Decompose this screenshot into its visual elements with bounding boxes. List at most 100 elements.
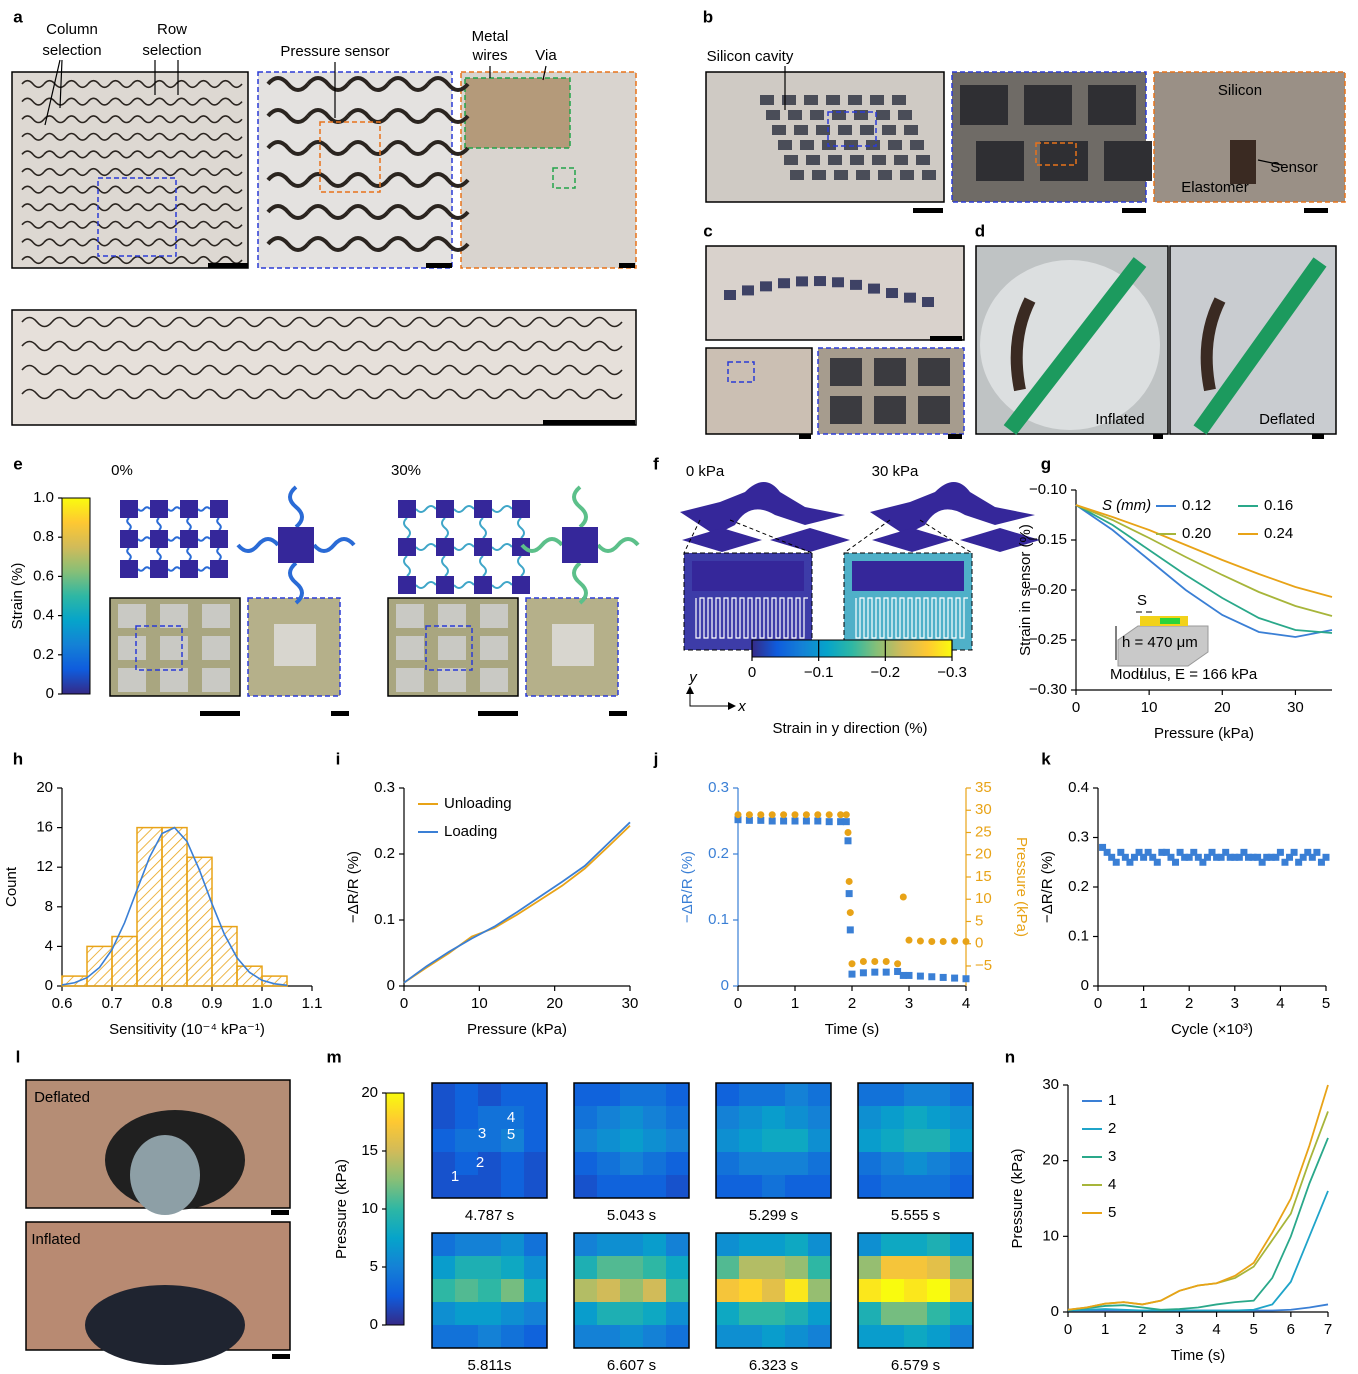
simulation [436,576,454,594]
heatmap-cell [597,1325,620,1348]
heatmap-cell [666,1233,689,1256]
y-tick-label: 8 [45,898,53,915]
x-tick-label: 1 [1139,995,1147,1012]
histogram-bar [112,937,137,987]
simulation [168,567,180,571]
marker [1277,849,1284,856]
marker [746,811,753,818]
heatmap-cell [927,1175,950,1198]
marker [814,818,821,825]
heatmap-cell [762,1129,785,1152]
heatmap-cell [716,1152,739,1175]
annotation: 0 kPa [686,463,725,480]
heatmap-cell [478,1233,501,1256]
x-tick-label: 10 [471,995,488,1012]
simulation [278,527,314,563]
photo-texture [794,125,808,135]
y-tick-label: 0.3 [708,779,729,796]
heatmap-cell [597,1256,620,1279]
heatmap-cell [716,1083,739,1106]
panel-letter: m [326,1047,341,1066]
photo-texture [900,170,914,180]
photo-texture [922,297,934,307]
photo-texture [85,1285,245,1365]
heatmap-cell [620,1279,643,1302]
heatmap-cell [666,1106,689,1129]
heatmap-cell [666,1256,689,1279]
marker [951,938,958,945]
photo-texture [1104,141,1152,181]
scale-bar [200,711,240,716]
marker [735,811,742,818]
simulation [168,507,180,511]
photo-texture [828,155,842,165]
simulation [416,582,436,588]
photo-texture [396,668,424,692]
marker [845,837,852,844]
marker [847,926,854,933]
heatmap-cell [808,1325,831,1348]
photo-texture [838,125,852,135]
marker [1154,859,1161,866]
heatmap-cell [455,1302,478,1325]
marker [860,958,867,965]
y-tick-label: 0 [721,977,729,994]
heatmap-cell [643,1279,666,1302]
marker [917,973,924,980]
heatmap-cell [950,1175,973,1198]
annotation: Inflated [31,1231,80,1248]
y2-tick-label: 25 [975,823,992,840]
heatmap-cell [574,1233,597,1256]
photo-texture [830,358,862,386]
photo-texture [788,110,802,120]
heatmap-cell [666,1302,689,1325]
y-tick-label: 4 [45,937,53,954]
heatmap-cell [574,1175,597,1198]
photo-texture [202,668,230,692]
simulation [436,538,454,556]
heatmap-cell [574,1279,597,1302]
simulation [770,528,850,552]
marker [906,972,913,979]
scale-bar [478,711,518,716]
colorbar-tick-label: 15 [361,1142,378,1159]
panel-letter: c [703,221,712,240]
photo-texture [118,668,146,692]
x-tick-label: 3 [1175,1321,1183,1338]
x-tick-label: 1 [1101,1321,1109,1338]
heatmap-cell [597,1279,620,1302]
simulation [138,537,150,541]
scale-bar [913,208,943,213]
heatmap-cell [666,1279,689,1302]
legend-label: 4 [1108,1176,1116,1193]
heatmap-cell [455,1083,478,1106]
heatmap-cell [597,1083,620,1106]
colorbar-label: Strain (%) [9,563,26,630]
x-tick-label: 1.0 [252,995,273,1012]
point-label: 5 [507,1126,515,1143]
photo-texture [848,95,862,105]
photo-texture [834,170,848,180]
legend-label: 1 [1108,1092,1116,1109]
photo-texture [826,95,840,105]
y-tick-label: −0.20 [1029,581,1067,598]
marker [792,811,799,818]
simulation [198,537,210,541]
legend-title: S (mm) [1102,497,1151,514]
photo-texture [922,170,936,180]
y-axis-label: −ΔR/R (%) [679,851,696,923]
heatmap-cell [501,1083,524,1106]
y-tick-label: 16 [36,819,53,836]
photo-texture [438,636,466,660]
photo-texture [760,95,774,105]
heatmap-cell [927,1233,950,1256]
heatmap-cell [762,1256,785,1279]
heatmap-cell [455,1325,478,1348]
heatmap-cell [574,1256,597,1279]
x-tick-label: 4 [1212,1321,1220,1338]
marker [928,938,935,945]
scale-bar [1122,208,1146,213]
simulation [492,582,512,588]
photo-texture [202,636,230,660]
y-tick-label: 0 [1081,977,1089,994]
